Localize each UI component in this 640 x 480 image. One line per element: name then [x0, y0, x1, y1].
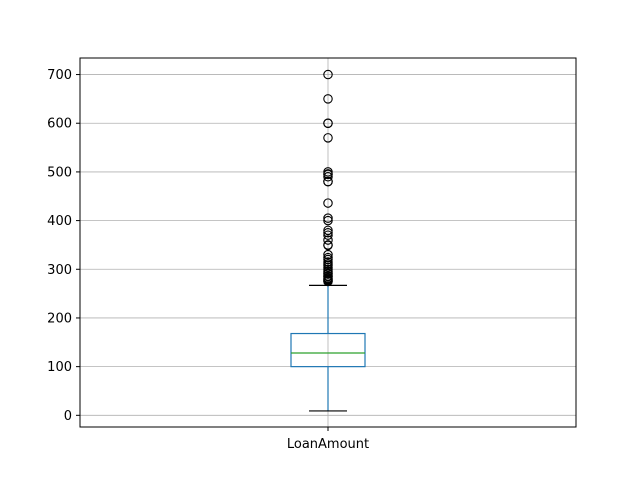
outlier-point [323, 249, 333, 260]
outlier-points [323, 69, 333, 287]
outlier-point [323, 94, 333, 104]
outlier-point [323, 167, 333, 177]
y-tick-label: 400 [47, 214, 72, 229]
outlier-point [323, 69, 333, 80]
y-tick-label: 500 [47, 165, 72, 180]
outlier-point [323, 176, 333, 187]
y-tick-label: 0 [64, 409, 72, 424]
outlier-point [323, 230, 333, 240]
y-tick-label: 300 [47, 263, 72, 278]
plot-frame [79, 57, 577, 428]
outlier-point [323, 118, 333, 128]
y-tick-label: 200 [47, 311, 72, 326]
x-tick-label: LoanAmount [287, 437, 369, 452]
axes: 0 100 200 300 400 500 600 700 LoanAmount [47, 68, 369, 452]
outlier-point [323, 235, 333, 245]
outlier-point [323, 133, 333, 143]
outlier-point [323, 240, 333, 250]
outlier-point [323, 215, 333, 226]
outlier-point [323, 228, 333, 238]
outlier-point [323, 225, 333, 236]
y-tick-label: 100 [47, 360, 72, 375]
outlier-point [323, 252, 333, 263]
outlier-point [323, 213, 333, 223]
iqr-box [290, 332, 366, 368]
y-tick-label: 700 [47, 68, 72, 83]
y-tick-label: 600 [47, 117, 72, 132]
outlier-point [323, 257, 333, 267]
outlier-point [323, 198, 333, 208]
grid-lines [80, 58, 576, 427]
outlier-point [323, 172, 333, 182]
